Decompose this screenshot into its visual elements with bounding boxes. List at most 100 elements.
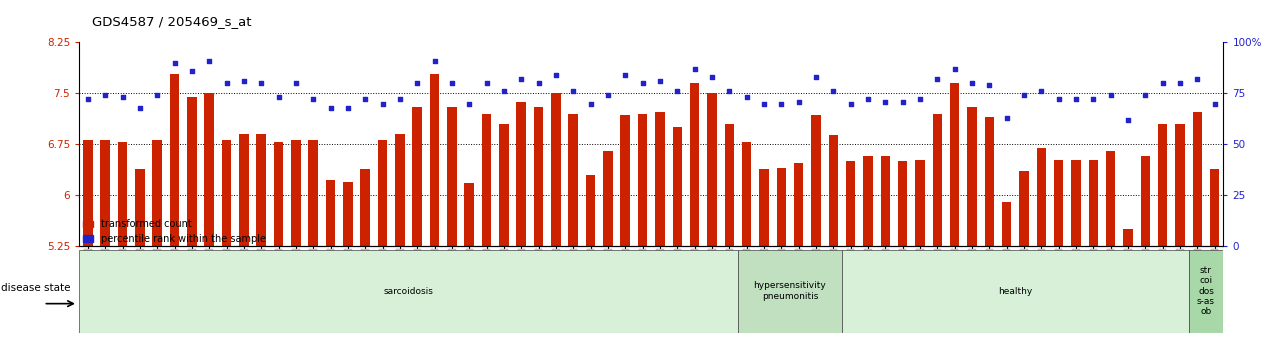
- Bar: [101, 139, 110, 246]
- Point: [996, 115, 1016, 121]
- Point: [407, 80, 428, 86]
- Point: [442, 80, 462, 86]
- Point: [927, 76, 948, 82]
- Bar: [776, 168, 787, 246]
- Point: [1031, 88, 1051, 94]
- Bar: [135, 169, 144, 246]
- Bar: [552, 93, 561, 246]
- Bar: [1189, 250, 1223, 333]
- Point: [165, 60, 185, 66]
- Bar: [1106, 151, 1115, 246]
- Bar: [309, 139, 318, 246]
- Text: GDS4587 / 205469_s_at: GDS4587 / 205469_s_at: [92, 15, 252, 28]
- Bar: [916, 160, 925, 246]
- Text: healthy: healthy: [999, 287, 1033, 296]
- Point: [355, 97, 375, 102]
- Point: [529, 80, 549, 86]
- Point: [424, 58, 444, 64]
- Bar: [811, 115, 821, 246]
- Bar: [1140, 156, 1151, 246]
- Bar: [204, 93, 215, 246]
- Point: [962, 80, 982, 86]
- Bar: [83, 139, 93, 246]
- Bar: [845, 161, 856, 246]
- Point: [753, 101, 774, 107]
- Bar: [742, 142, 751, 246]
- Point: [667, 88, 687, 94]
- Point: [875, 99, 895, 104]
- Bar: [898, 161, 908, 246]
- Point: [650, 78, 670, 84]
- Bar: [707, 93, 716, 246]
- Bar: [950, 83, 959, 246]
- Point: [788, 99, 808, 104]
- Point: [1152, 80, 1172, 86]
- Point: [112, 95, 133, 100]
- Point: [303, 97, 323, 102]
- Bar: [932, 114, 942, 246]
- Point: [616, 72, 636, 78]
- Point: [1101, 93, 1121, 98]
- Bar: [395, 134, 405, 246]
- Point: [130, 105, 151, 110]
- Bar: [1019, 171, 1029, 246]
- Bar: [586, 175, 595, 246]
- Point: [806, 74, 826, 80]
- Point: [373, 101, 393, 107]
- Bar: [967, 107, 977, 246]
- Point: [147, 93, 167, 98]
- Point: [1204, 101, 1225, 107]
- Bar: [1088, 160, 1098, 246]
- Bar: [360, 169, 370, 246]
- Point: [1170, 80, 1190, 86]
- Bar: [881, 156, 890, 246]
- Bar: [829, 136, 838, 246]
- Bar: [79, 250, 738, 333]
- Bar: [1054, 160, 1064, 246]
- Point: [545, 72, 566, 78]
- Point: [511, 76, 531, 82]
- Bar: [465, 183, 474, 246]
- Bar: [1209, 169, 1220, 246]
- Point: [945, 66, 965, 72]
- Text: hypersensitivity
pneumonitis: hypersensitivity pneumonitis: [753, 281, 826, 301]
- Point: [199, 58, 220, 64]
- Point: [78, 97, 98, 102]
- Bar: [447, 107, 457, 246]
- Point: [824, 88, 844, 94]
- Point: [684, 66, 705, 72]
- Bar: [673, 127, 682, 246]
- Point: [337, 105, 358, 110]
- Bar: [326, 180, 336, 246]
- Bar: [257, 134, 266, 246]
- Point: [1117, 117, 1138, 123]
- Point: [321, 105, 341, 110]
- Bar: [724, 124, 734, 246]
- Bar: [499, 124, 508, 246]
- Point: [737, 95, 757, 100]
- Bar: [738, 250, 842, 333]
- Bar: [430, 74, 439, 246]
- Bar: [273, 142, 283, 246]
- Point: [234, 78, 254, 84]
- Point: [1014, 93, 1034, 98]
- Bar: [655, 112, 665, 246]
- Point: [580, 101, 600, 107]
- Bar: [863, 156, 872, 246]
- Bar: [481, 114, 492, 246]
- Point: [389, 97, 410, 102]
- Point: [632, 80, 653, 86]
- Bar: [239, 134, 249, 246]
- Point: [719, 88, 739, 94]
- Point: [216, 80, 236, 86]
- Bar: [637, 114, 647, 246]
- Point: [494, 88, 515, 94]
- Bar: [1124, 229, 1133, 246]
- Text: str
coi
dos
s-as
ob: str coi dos s-as ob: [1197, 266, 1214, 316]
- Bar: [1071, 160, 1080, 246]
- Point: [1048, 97, 1069, 102]
- Bar: [1193, 112, 1202, 246]
- Point: [840, 101, 861, 107]
- Bar: [291, 139, 300, 246]
- Point: [458, 101, 479, 107]
